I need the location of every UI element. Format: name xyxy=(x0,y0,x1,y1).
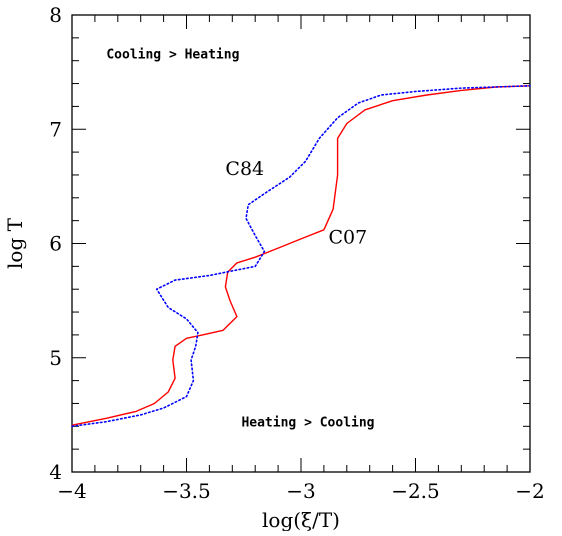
series-line-c84 xyxy=(71,85,531,428)
frame-layer xyxy=(71,14,531,473)
series-label-c07: C07 xyxy=(328,227,367,249)
series-line-c07 xyxy=(71,85,531,426)
series-layer xyxy=(71,85,531,428)
x-tick-label: −2.5 xyxy=(391,479,440,503)
annotation-heating-gt-cooling: Heating > Cooling xyxy=(241,415,374,430)
y-tick-label: 5 xyxy=(49,346,62,370)
y-tick-label: 8 xyxy=(49,3,62,27)
y-tick-label: 4 xyxy=(49,460,62,484)
x-tick-label: −2 xyxy=(515,479,544,503)
x-tick-label: −3.5 xyxy=(162,479,211,503)
y-tick-label: 6 xyxy=(49,232,62,256)
annotation-cooling-gt-heating: Cooling > Heating xyxy=(106,47,239,62)
x-tick-label: −4 xyxy=(57,479,86,503)
tick-layer: −4 −3.5 −3 −2.5 −2 4 5 6 7 8 xyxy=(49,3,544,503)
plot-frame xyxy=(71,14,531,473)
y-tick-label: 7 xyxy=(49,117,62,141)
series-label-c84: C84 xyxy=(225,158,264,180)
y-axis-label: log T xyxy=(3,217,27,269)
label-layer: log(ξ/T) log T Cooling > Heating Heating… xyxy=(3,47,375,532)
x-axis-label: log(ξ/T) xyxy=(262,508,340,531)
x-tick-label: −3 xyxy=(286,479,315,503)
